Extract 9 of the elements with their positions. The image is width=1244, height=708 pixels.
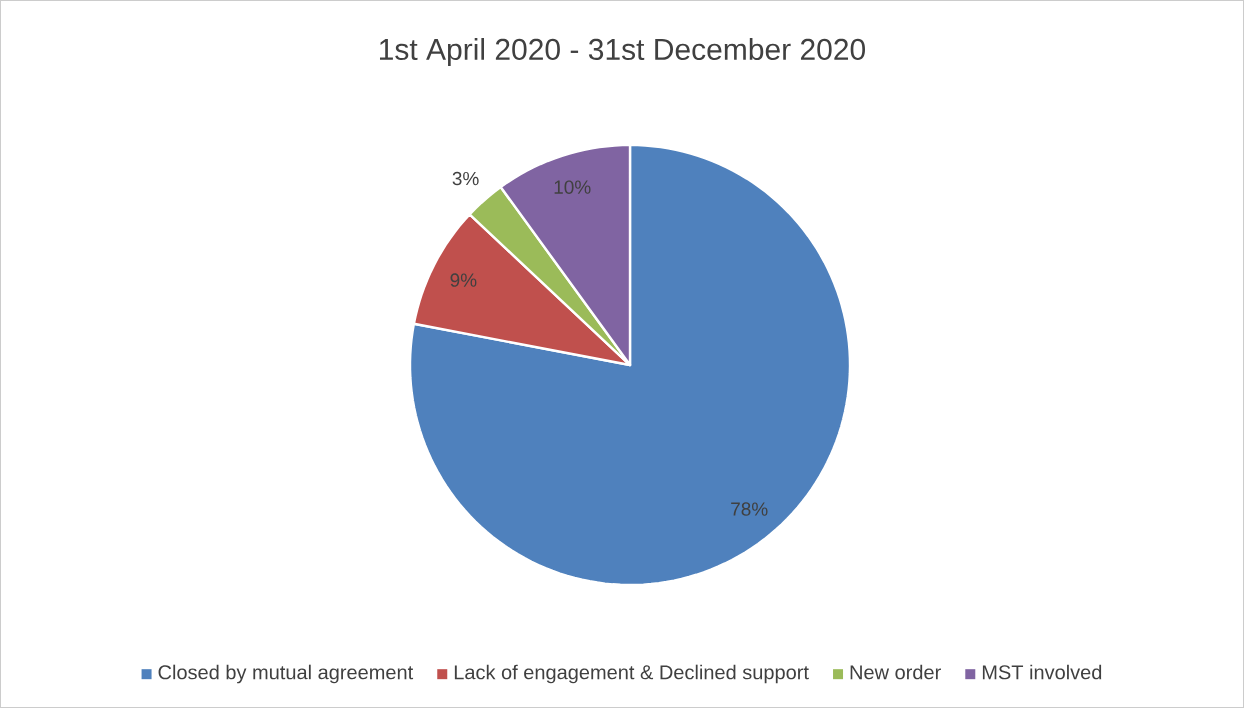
legend-label: New order — [850, 664, 941, 680]
data-label: 10% — [554, 180, 591, 194]
legend-label: Lack of engagement & Declined support — [454, 664, 809, 684]
chart-title: 1st April 2020 - 31st December 2020 — [379, 38, 866, 66]
data-label: 9% — [450, 273, 477, 287]
legend-label: MST involved — [982, 664, 1102, 680]
legend-label: Closed by mutual agreement — [158, 664, 414, 684]
data-label: 3% — [452, 171, 479, 186]
data-label: 78% — [731, 502, 768, 516]
